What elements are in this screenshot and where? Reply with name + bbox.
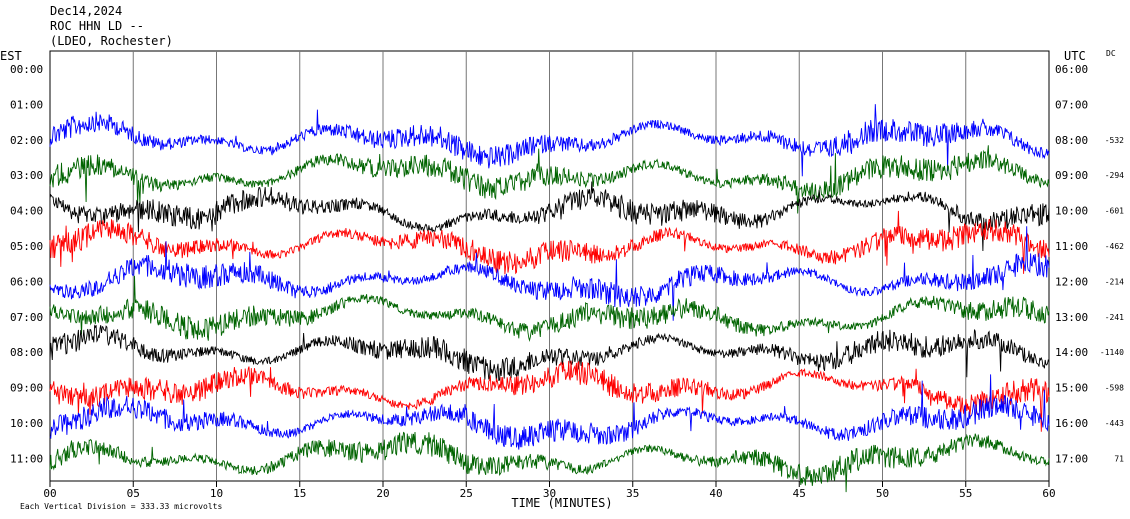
utc-hour-label: 09:00: [1055, 169, 1088, 182]
x-tick-label: 20: [376, 487, 389, 500]
right-axis-title: UTC: [1064, 49, 1086, 63]
dc-title: DC: [1106, 49, 1116, 58]
trace-row-2: [49, 104, 1050, 177]
trace-row-9: [49, 360, 1050, 432]
utc-hour-label: 14:00: [1055, 346, 1088, 359]
est-hour-label: 00:00: [10, 63, 43, 76]
est-hour-label: 06:00: [10, 275, 43, 288]
dc-value: -214: [1105, 277, 1124, 286]
dc-value: -443: [1105, 419, 1124, 428]
x-tick-label: 50: [876, 487, 889, 500]
x-tick-label: 55: [959, 487, 972, 500]
utc-hour-labels: 06:00 07:00 08:00 09:00 10:00 11:00 12:00 13:00…: [1055, 63, 1088, 465]
x-tick-label: 10: [210, 487, 223, 500]
utc-hour-label: 13:00: [1055, 311, 1088, 324]
traces: [49, 104, 1050, 493]
utc-hour-label: 12:00: [1055, 275, 1088, 288]
x-tick-label: 60: [1042, 487, 1055, 500]
x-tick-label: 25: [460, 487, 473, 500]
x-tick-label: 35: [626, 487, 639, 500]
trace-row-4: [49, 181, 1050, 252]
x-tick-label: 00: [43, 487, 56, 500]
est-hour-label: 03:00: [10, 169, 43, 182]
utc-hour-label: 16:00: [1055, 417, 1088, 430]
est-hour-label: 05:00: [10, 240, 43, 253]
left-axis-title: EST: [0, 49, 22, 63]
trace-row-5: [49, 210, 1050, 275]
x-tick-label: 15: [293, 487, 306, 500]
utc-hour-label: 08:00: [1055, 134, 1088, 147]
est-hour-label: 02:00: [10, 134, 43, 147]
x-axis-label: TIME (MINUTES): [511, 496, 612, 510]
footer-note: Each Vertical Division = 333.33 microvol…: [20, 502, 222, 511]
header-date: Dec14,2024: [50, 4, 122, 18]
dc-values: -532 -294 -601 -462 -214 -241 -1140 -598 -443 71: [1100, 136, 1124, 464]
utc-hour-label: 15:00: [1055, 382, 1088, 395]
est-hour-label: 04:00: [10, 205, 43, 218]
dc-value: -241: [1105, 313, 1124, 322]
est-hour-label: 07:00: [10, 311, 43, 324]
trace-row-10: [49, 374, 1050, 450]
dc-value: -1140: [1100, 348, 1124, 357]
est-hour-label: 01:00: [10, 98, 43, 111]
x-tick-label: 30: [543, 487, 556, 500]
est-hour-label: 11:00: [10, 452, 43, 465]
trace-row-6: [49, 226, 1050, 321]
x-tick-labels: 00 05 10 15 20 25 30 35 40 45 50 55 60: [43, 481, 1056, 500]
utc-hour-label: 07:00: [1055, 98, 1088, 111]
dc-value: -462: [1105, 242, 1124, 251]
x-tick-label: 40: [709, 487, 722, 500]
header-network: (LDEO, Rochester): [50, 34, 173, 48]
dc-value: -601: [1105, 207, 1124, 216]
est-hour-label: 09:00: [10, 382, 43, 395]
utc-hour-label: 06:00: [1055, 63, 1088, 76]
trace-row-8: [49, 324, 1050, 382]
utc-hour-label: 10:00: [1055, 205, 1088, 218]
est-hour-label: 08:00: [10, 346, 43, 359]
x-tick-label: 45: [793, 487, 806, 500]
est-hour-label: 10:00: [10, 417, 43, 430]
x-tick-label: 05: [127, 487, 140, 500]
trace-row-3: [49, 145, 1050, 214]
est-hour-labels: 00:00 01:00 02:00 03:00 04:00 05:00 06:00 07:00…: [10, 63, 43, 465]
trace-row-11: [49, 431, 1050, 493]
header-station: ROC HHN LD --: [50, 19, 144, 33]
dc-value: -294: [1105, 171, 1124, 180]
dc-value: -532: [1105, 136, 1124, 145]
utc-hour-label: 11:00: [1055, 240, 1088, 253]
utc-hour-label: 17:00: [1055, 452, 1088, 465]
dc-value: 71: [1114, 454, 1124, 463]
trace-row-7: [49, 275, 1050, 342]
dc-value: -598: [1105, 384, 1124, 393]
